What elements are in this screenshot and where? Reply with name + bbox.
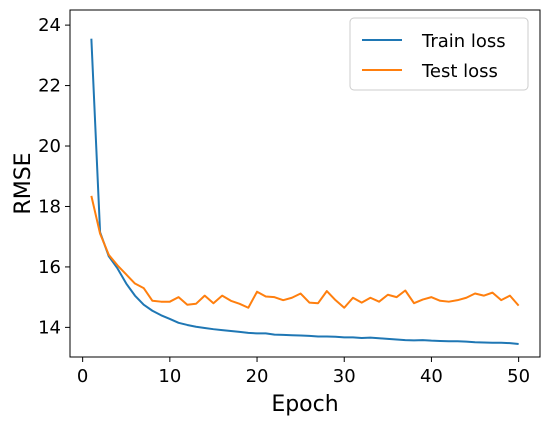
y-tick-label: 20 xyxy=(38,136,61,157)
plot-lines xyxy=(90,38,520,345)
y-tick-label: 16 xyxy=(38,257,61,278)
plot-frame xyxy=(69,9,541,358)
series-line-test-loss xyxy=(90,195,520,309)
y-axis-label: RMSE xyxy=(11,152,36,214)
x-tick-label: 50 xyxy=(507,366,530,387)
x-tick-label: 0 xyxy=(77,366,88,387)
y-axis-ticks: 14 16 18 20 22 24 xyxy=(38,15,70,338)
x-tick-label: 40 xyxy=(420,366,443,387)
y-tick-label: 14 xyxy=(38,317,61,338)
x-tick-label: 20 xyxy=(246,366,269,387)
x-tick-label: 30 xyxy=(333,366,356,387)
x-axis-ticks: 0 10 20 30 40 50 xyxy=(77,357,530,387)
y-tick-label: 22 xyxy=(38,76,61,97)
y-tick-label: 24 xyxy=(38,15,61,36)
legend: Train loss Test loss xyxy=(349,17,529,91)
legend-box xyxy=(349,17,529,91)
y-tick-label: 18 xyxy=(38,196,61,217)
legend-label-train-loss: Train loss xyxy=(421,31,506,52)
x-tick-label: 10 xyxy=(158,366,181,387)
x-axis-label: Epoch xyxy=(271,392,338,417)
series-line-train-loss xyxy=(90,38,519,345)
legend-label-test-loss: Test loss xyxy=(421,61,498,82)
